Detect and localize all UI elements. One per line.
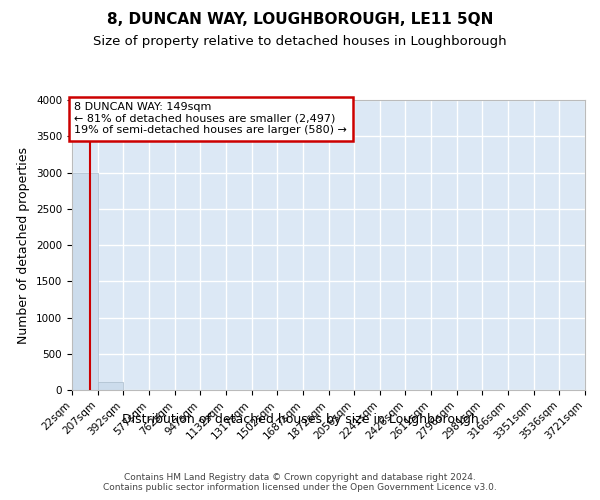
Text: Distribution of detached houses by size in Loughborough: Distribution of detached houses by size … (122, 412, 478, 426)
Text: 8 DUNCAN WAY: 149sqm
← 81% of detached houses are smaller (2,497)
19% of semi-de: 8 DUNCAN WAY: 149sqm ← 81% of detached h… (74, 102, 347, 136)
Y-axis label: Number of detached properties: Number of detached properties (17, 146, 31, 344)
Text: Contains HM Land Registry data © Crown copyright and database right 2024.
Contai: Contains HM Land Registry data © Crown c… (103, 473, 497, 492)
Bar (98, 382, 124, 390)
Bar (72, 172, 98, 390)
Text: Size of property relative to detached houses in Loughborough: Size of property relative to detached ho… (93, 35, 507, 48)
Text: 8, DUNCAN WAY, LOUGHBOROUGH, LE11 5QN: 8, DUNCAN WAY, LOUGHBOROUGH, LE11 5QN (107, 12, 493, 28)
